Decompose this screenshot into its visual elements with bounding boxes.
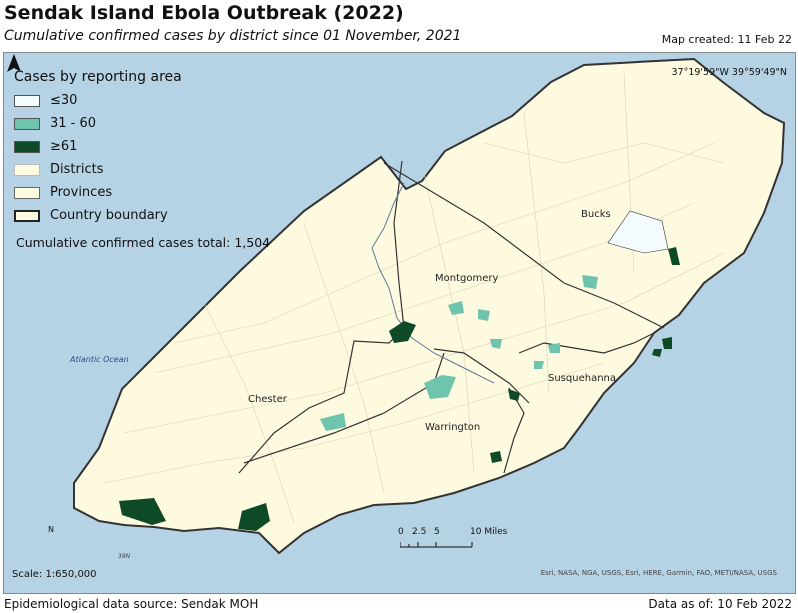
province-label-chester: Chester xyxy=(248,394,287,405)
legend-label-provinces: Provinces xyxy=(50,185,113,200)
province-label-susquehanna: Susquehanna xyxy=(548,373,617,384)
river xyxy=(371,182,495,384)
ocean-label: Atlantic Ocean xyxy=(70,355,129,364)
legend-swatch-country xyxy=(14,209,40,222)
high-area-8 xyxy=(652,349,662,357)
bucks-low-area xyxy=(607,210,669,254)
mid-area-2 xyxy=(320,413,346,431)
legend-label-districts: Districts xyxy=(50,162,104,177)
legend-label-mid: 31 - 60 xyxy=(50,116,97,131)
north-arrow-label: N xyxy=(48,525,54,534)
legend-swatch-mid xyxy=(14,117,40,130)
map-created-date: Map created: 11 Feb 22 xyxy=(661,33,792,46)
latitude-label: 39N xyxy=(118,553,131,560)
mid-area-4 xyxy=(478,309,490,321)
map-credits: Esri, NASA, NGA, USGS, Esri, HERE, Garmi… xyxy=(540,569,777,577)
legend-swatch-low xyxy=(14,94,40,107)
legend-label-high: ≥61 xyxy=(50,139,78,154)
district-boundaries xyxy=(103,72,725,524)
legend-title: Cases by reporting area xyxy=(14,69,182,85)
legend-item-provinces: Provinces xyxy=(14,181,182,204)
mid-area-1 xyxy=(424,375,456,399)
high-area-5 xyxy=(662,337,672,349)
scale-tick-5: 5 xyxy=(434,527,440,537)
map-subtitle: Cumulative confirmed cases by district s… xyxy=(4,28,462,44)
mid-area-7 xyxy=(534,361,544,369)
map-canvas xyxy=(73,57,786,555)
map-frame[interactable]: 37°19'59"W 39°59'49"N Cases by reporting… xyxy=(3,52,796,594)
province-label-montgomery: Montgomery xyxy=(435,273,499,284)
scale-bar-graphic xyxy=(400,542,473,548)
scale-tick-0: 0 xyxy=(398,527,404,537)
legend-item-country: Country boundary xyxy=(14,204,182,227)
mid-area-8 xyxy=(548,343,560,353)
mid-area-5 xyxy=(582,275,598,289)
province-label-bucks: Bucks xyxy=(581,209,611,220)
legend-label-country: Country boundary xyxy=(50,208,168,223)
high-area-4 xyxy=(668,247,680,265)
data-source: Epidemiological data source: Sendak MOH xyxy=(4,597,259,611)
north-arrow-icon xyxy=(7,54,21,72)
high-area-3 xyxy=(238,503,270,531)
legend-item-districts: Districts xyxy=(14,158,182,181)
cases-total: Cumulative confirmed cases total: 1,504 xyxy=(16,235,271,250)
legend-item-low: ≤30 xyxy=(14,89,182,112)
high-area-7 xyxy=(490,451,502,463)
province-boundaries xyxy=(238,160,665,474)
data-as-of: Data as of: 10 Feb 2022 xyxy=(648,597,792,611)
legend-item-mid: 31 - 60 xyxy=(14,112,182,135)
legend: Cases by reporting area ≤30 31 - 60 ≥61 … xyxy=(14,69,182,227)
coordinate-readout: 37°19'59"W 39°59'49"N xyxy=(671,67,787,78)
scale-text: Scale: 1:650,000 xyxy=(12,569,97,580)
mid-area-3 xyxy=(448,301,464,315)
mid-area-6 xyxy=(490,339,502,349)
legend-swatch-high xyxy=(14,140,40,153)
scale-bar: 0 2.5 5 10 Miles xyxy=(398,527,507,551)
scale-tick-2-5: 2.5 xyxy=(412,527,427,537)
legend-swatch-districts xyxy=(14,163,40,176)
high-area-2 xyxy=(119,498,166,525)
scale-tick-10: 10 Miles xyxy=(470,527,508,537)
legend-item-high: ≥61 xyxy=(14,135,182,158)
map-title: Sendak Island Ebola Outbreak (2022) xyxy=(4,2,404,24)
province-label-warrington: Warrington xyxy=(425,422,481,433)
high-area-6 xyxy=(508,389,520,401)
country-landmass xyxy=(73,57,786,555)
legend-swatch-provinces xyxy=(14,186,40,199)
high-area-1 xyxy=(389,321,416,343)
legend-label-low: ≤30 xyxy=(50,93,78,108)
